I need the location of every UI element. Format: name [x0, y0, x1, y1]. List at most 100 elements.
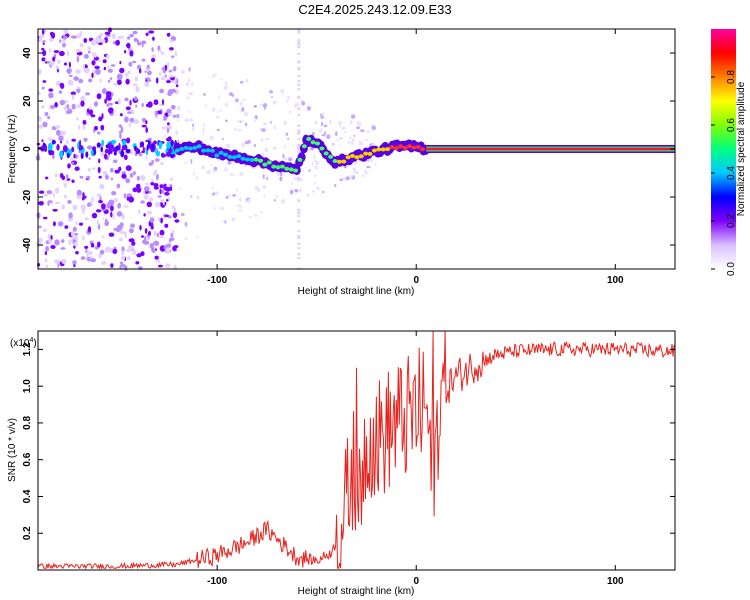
snr-scale-label: (x104) [10, 337, 37, 349]
snr-frame [37, 330, 676, 571]
noise-speckle [211, 192, 216, 196]
spectrogram-x-axis-label: Height of straight line (km) [298, 286, 415, 297]
noise-speckle [212, 169, 216, 174]
spectrogram-y-tick-label: -40 [22, 237, 33, 252]
noise-speckle [111, 139, 117, 144]
noise-speckle [224, 220, 227, 224]
noise-speckle [237, 119, 240, 123]
noise-speckle [244, 140, 249, 145]
noise-speckle [336, 139, 339, 142]
noise-speckle [127, 111, 132, 114]
noise-speckle [46, 190, 53, 195]
noise-band-cell [297, 80, 301, 83]
noise-speckle [80, 256, 86, 260]
noise-speckle [141, 58, 146, 62]
noise-speckle [130, 223, 136, 228]
noise-speckle [123, 193, 127, 199]
noise-speckle [80, 153, 84, 159]
noise-speckle [128, 122, 131, 128]
noise-speckle [107, 68, 113, 73]
noise-speckle [48, 92, 54, 99]
noise-speckle [239, 120, 242, 123]
noise-speckle [145, 156, 148, 160]
noise-speckle [66, 178, 71, 181]
noise-speckle [162, 153, 166, 158]
noise-speckle [105, 218, 108, 224]
noise-speckle [98, 175, 102, 179]
signal-track-core [336, 159, 342, 164]
noise-speckle [71, 146, 75, 153]
noise-speckle [85, 248, 88, 254]
noise-speckle [211, 74, 216, 78]
noise-speckle [129, 117, 135, 123]
signal-track-core [407, 144, 412, 149]
noise-speckle [75, 221, 78, 226]
noise-speckle [61, 204, 65, 210]
snr-y-axis-label: SNR (10 * v/v) [7, 418, 18, 482]
noise-speckle [323, 124, 328, 128]
noise-speckle [353, 169, 356, 173]
noise-speckle [163, 186, 168, 191]
noise-speckle [349, 136, 352, 140]
noise-speckle [83, 38, 88, 43]
noise-speckle [47, 200, 53, 203]
noise-speckle [55, 201, 60, 205]
noise-speckle [297, 198, 300, 201]
noise-speckle [175, 130, 178, 136]
noise-speckle [169, 177, 174, 181]
noise-speckle [158, 141, 163, 147]
noise-speckle [321, 121, 323, 127]
noise-speckle [366, 129, 370, 134]
noise-speckle [202, 132, 205, 135]
noise-band-cell [297, 247, 301, 250]
noise-speckle [244, 122, 248, 127]
noise-speckle [273, 199, 276, 202]
noise-band-cell [297, 88, 301, 91]
noise-speckle [60, 130, 66, 136]
noise-speckle [76, 117, 79, 121]
noise-speckle [159, 103, 165, 107]
noise-speckle [166, 32, 171, 37]
noise-speckle [364, 171, 368, 175]
noise-speckle [113, 83, 119, 86]
noise-speckle [135, 147, 139, 155]
noise-speckle [88, 157, 91, 160]
noise-speckle [104, 31, 111, 35]
noise-speckle [104, 246, 111, 253]
noise-speckle [76, 189, 82, 196]
noise-band-cell [297, 147, 301, 150]
noise-speckle [119, 60, 122, 65]
noise-speckle [76, 56, 80, 63]
noise-speckle [41, 47, 45, 51]
noise-speckle [179, 187, 182, 190]
noise-speckle [168, 238, 172, 243]
noise-speckle [118, 81, 122, 85]
noise-speckle [98, 200, 103, 204]
noise-speckle [358, 141, 364, 146]
noise-speckle [79, 222, 83, 226]
noise-speckle [123, 205, 129, 208]
noise-speckle [45, 61, 48, 64]
noise-speckle [288, 157, 293, 162]
noise-speckle [218, 94, 221, 100]
noise-speckle [55, 65, 60, 70]
spectrogram-axes: -100 0 100 -40 -20 0 20 40 [22, 29, 675, 286]
noise-speckle [276, 172, 280, 176]
noise-speckle [113, 151, 117, 156]
snr-scale-suffix: ) [33, 338, 36, 349]
noise-speckle [61, 258, 67, 264]
noise-speckle [60, 247, 66, 250]
noise-speckle [209, 135, 214, 141]
noise-speckle [59, 150, 63, 158]
noise-band-cell [297, 96, 301, 99]
noise-speckle [260, 137, 264, 142]
noise-speckle [160, 204, 165, 208]
noise-speckle [47, 142, 53, 151]
noise-speckle [145, 32, 149, 36]
noise-speckle [227, 160, 232, 165]
noise-speckle [263, 106, 266, 110]
noise-speckle [71, 94, 75, 101]
noise-speckle [110, 263, 114, 268]
signal-track-core [209, 148, 215, 153]
noise-speckle [160, 76, 166, 81]
